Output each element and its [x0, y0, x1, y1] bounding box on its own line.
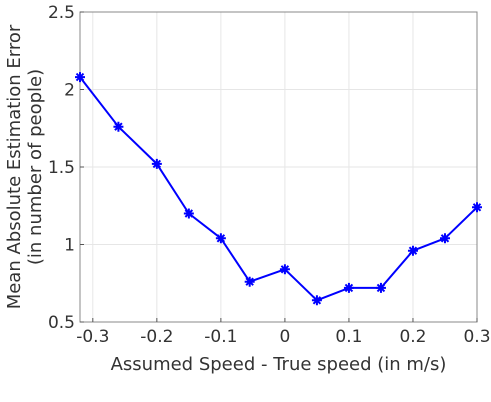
data-point — [113, 121, 124, 132]
y-axis-label-line1: Mean Absolute Estimation Error — [4, 24, 25, 309]
x-tick-label: 0.1 — [335, 327, 362, 347]
data-point — [311, 295, 322, 306]
data-point — [472, 202, 482, 213]
data-point — [375, 282, 386, 293]
y-tick-label: 2 — [64, 81, 75, 101]
data-point — [279, 264, 290, 275]
x-tick-label: -0.1 — [204, 327, 237, 347]
axis-ticks: -0.3 -0.2 -0.1 0 0.1 0.2 0.3 0.5 1 1.5 2 2.5 — [48, 3, 491, 347]
grid — [80, 11, 478, 323]
data-point — [439, 233, 450, 244]
data-point — [183, 208, 194, 219]
y-tick-label: 2.5 — [48, 3, 75, 23]
x-tick-label: 0 — [279, 327, 290, 347]
data-point — [75, 72, 85, 83]
data-point — [343, 282, 354, 293]
y-tick-label: 0.5 — [48, 313, 75, 333]
x-tick-label: 0.2 — [399, 327, 426, 347]
data-point — [151, 158, 162, 169]
series-layer — [75, 72, 482, 306]
series-line — [79, 76, 478, 302]
y-axis-label-line2: (in number of people) — [25, 69, 46, 265]
x-tick-label: 0.3 — [463, 327, 490, 347]
x-tick-label: -0.2 — [140, 327, 173, 347]
data-point — [215, 233, 226, 244]
x-axis-label: Assumed Speed - True speed (in m/s) — [111, 354, 447, 375]
x-tick-label: -0.3 — [76, 327, 109, 347]
data-point — [407, 245, 418, 256]
y-tick-label: 1 — [64, 236, 75, 256]
y-tick-label: 1.5 — [48, 158, 75, 178]
data-point — [244, 276, 255, 287]
